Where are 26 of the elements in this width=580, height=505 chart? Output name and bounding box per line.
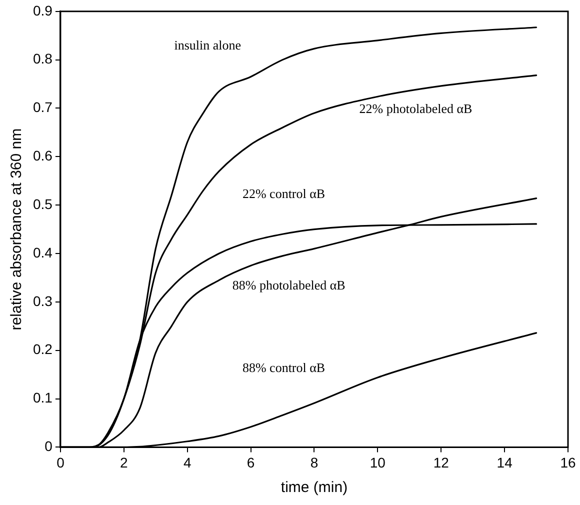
x-tick-label: 16 (560, 454, 576, 470)
y-tick-label: 0.2 (32, 341, 53, 358)
y-tick-label: 0 (44, 438, 53, 454)
y-tick-label: 0.7 (32, 99, 53, 116)
y-tick-label: 0.5 (32, 196, 53, 212)
y-tick-label: 0.4 (32, 244, 53, 260)
x-axis-title: time (min) (280, 479, 348, 496)
y-tick-label: 0.9 (32, 2, 53, 18)
x-tick-label: 10 (370, 454, 386, 470)
series-label: 22% photolabeled αB (359, 100, 473, 116)
x-tick-label: 0 (56, 454, 65, 470)
y-tick-label: 0.8 (32, 50, 53, 67)
x-tick-label: 12 (433, 454, 450, 470)
x-tick-label: 14 (496, 454, 513, 470)
x-tick-label: 6 (246, 454, 255, 470)
x-tick-label: 4 (183, 454, 192, 470)
series-label: 88% photolabeled αB (232, 277, 346, 292)
x-tick-label: 8 (310, 454, 318, 470)
series-label: insulin alone (174, 38, 242, 53)
y-axis-title: relative absorbance at 360 nm (8, 128, 26, 330)
y-tick-label: 0.1 (32, 390, 53, 406)
y-tick-label: 0.6 (32, 148, 53, 164)
y-tick-label: 0.3 (32, 292, 53, 309)
x-tick-label: 2 (120, 454, 128, 470)
series-label: 88% control αB (242, 360, 326, 376)
text: 22% control αB (242, 186, 326, 201)
